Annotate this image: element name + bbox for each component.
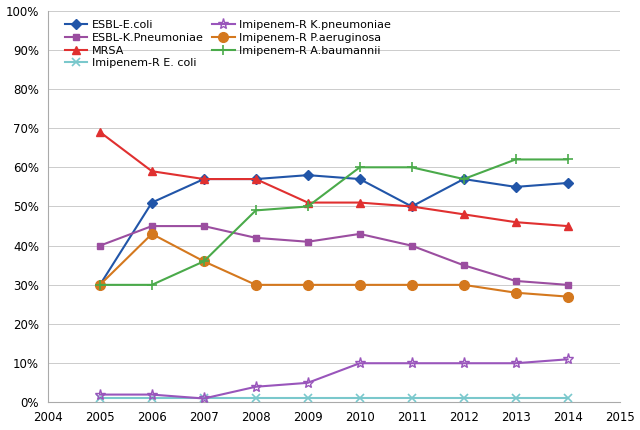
Line: Imipenem-R P.aeruginosa: Imipenem-R P.aeruginosa <box>95 229 572 301</box>
Imipenem-R E. coli <box>512 396 520 401</box>
Imipenem-R A.baumannii <box>408 165 415 170</box>
Imipenem-R E. coli <box>200 396 208 401</box>
Imipenem-R E. coli <box>408 396 415 401</box>
Imipenem-R A.baumannii <box>564 157 572 162</box>
Imipenem-R P.aeruginosa <box>148 231 156 236</box>
Imipenem-R K.pneumoniae <box>356 361 364 366</box>
Imipenem-R E. coli <box>304 396 312 401</box>
ESBL-K.Pneumoniae <box>304 239 312 244</box>
MRSA <box>96 129 104 135</box>
MRSA <box>148 169 156 174</box>
Imipenem-R A.baumannii <box>96 282 104 287</box>
Imipenem-R P.aeruginosa <box>356 282 364 287</box>
ESBL-K.Pneumoniae <box>148 224 156 229</box>
ESBL-K.Pneumoniae <box>96 243 104 248</box>
Line: ESBL-K.Pneumoniae: ESBL-K.Pneumoniae <box>97 223 571 289</box>
Legend: ESBL-E.coli, ESBL-K.Pneumoniae, MRSA, Imipenem-R E. coli, Imipenem-R K.pneumonia: ESBL-E.coli, ESBL-K.Pneumoniae, MRSA, Im… <box>65 20 391 68</box>
ESBL-K.Pneumoniae <box>252 235 260 240</box>
ESBL-K.Pneumoniae <box>460 263 467 268</box>
Imipenem-R E. coli <box>148 396 156 401</box>
MRSA <box>200 176 208 181</box>
Imipenem-R K.pneumoniae <box>304 380 312 385</box>
Imipenem-R P.aeruginosa <box>304 282 312 287</box>
ESBL-E.coli <box>564 181 572 186</box>
Line: Imipenem-R A.baumannii: Imipenem-R A.baumannii <box>95 155 572 290</box>
Imipenem-R P.aeruginosa <box>200 259 208 264</box>
ESBL-E.coli <box>304 172 312 178</box>
MRSA <box>460 212 467 217</box>
ESBL-K.Pneumoniae <box>408 243 415 248</box>
Imipenem-R E. coli <box>96 396 104 401</box>
ESBL-E.coli <box>356 176 364 181</box>
Imipenem-R P.aeruginosa <box>252 282 260 287</box>
Imipenem-R P.aeruginosa <box>96 282 104 287</box>
Imipenem-R K.pneumoniae <box>96 392 104 397</box>
Imipenem-R K.pneumoniae <box>148 392 156 397</box>
ESBL-E.coli <box>460 176 467 181</box>
Imipenem-R A.baumannii <box>148 282 156 287</box>
ESBL-K.Pneumoniae <box>512 278 520 283</box>
Imipenem-R E. coli <box>460 396 467 401</box>
Imipenem-R K.pneumoniae <box>200 396 208 401</box>
ESBL-K.Pneumoniae <box>564 282 572 287</box>
Imipenem-R E. coli <box>356 396 364 401</box>
Imipenem-R P.aeruginosa <box>564 294 572 299</box>
MRSA <box>356 200 364 205</box>
Line: Imipenem-R K.pneumoniae: Imipenem-R K.pneumoniae <box>94 354 573 404</box>
Imipenem-R A.baumannii <box>200 259 208 264</box>
MRSA <box>408 204 415 209</box>
ESBL-E.coli <box>408 204 415 209</box>
Imipenem-R K.pneumoniae <box>512 361 520 366</box>
Imipenem-R E. coli <box>564 396 572 401</box>
ESBL-E.coli <box>148 200 156 205</box>
MRSA <box>304 200 312 205</box>
Imipenem-R A.baumannii <box>252 208 260 213</box>
MRSA <box>564 224 572 229</box>
ESBL-E.coli <box>200 176 208 181</box>
Imipenem-R A.baumannii <box>460 176 467 181</box>
Imipenem-R A.baumannii <box>356 165 364 170</box>
Line: ESBL-E.coli: ESBL-E.coli <box>97 172 571 289</box>
Imipenem-R K.pneumoniae <box>408 361 415 366</box>
Imipenem-R K.pneumoniae <box>460 361 467 366</box>
Imipenem-R K.pneumoniae <box>252 384 260 389</box>
Line: MRSA: MRSA <box>96 128 572 230</box>
Imipenem-R P.aeruginosa <box>408 282 415 287</box>
Line: Imipenem-R E. coli: Imipenem-R E. coli <box>96 394 572 402</box>
Imipenem-R E. coli <box>252 396 260 401</box>
Imipenem-R K.pneumoniae <box>564 357 572 362</box>
ESBL-E.coli <box>96 282 104 287</box>
ESBL-E.coli <box>252 176 260 181</box>
Imipenem-R A.baumannii <box>304 204 312 209</box>
Imipenem-R P.aeruginosa <box>460 282 467 287</box>
ESBL-K.Pneumoniae <box>200 224 208 229</box>
Imipenem-R P.aeruginosa <box>512 290 520 295</box>
MRSA <box>252 176 260 181</box>
ESBL-K.Pneumoniae <box>356 231 364 236</box>
MRSA <box>512 220 520 225</box>
ESBL-E.coli <box>512 184 520 190</box>
Imipenem-R A.baumannii <box>512 157 520 162</box>
